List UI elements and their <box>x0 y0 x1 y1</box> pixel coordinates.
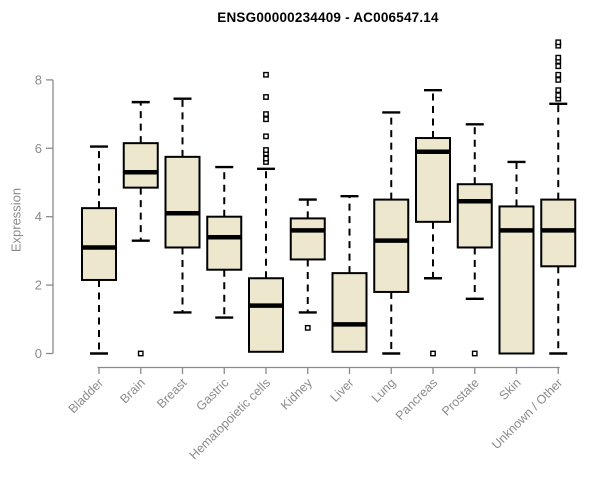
x-category-label: Prostate <box>439 376 482 419</box>
outlier-point <box>555 76 562 83</box>
iqr-box <box>81 207 117 281</box>
y-tick-label: 6 <box>35 141 42 156</box>
x-category-label: Hematopoietic cells <box>187 376 274 463</box>
x-category-label: Breast <box>154 375 190 411</box>
iqr-box <box>122 142 159 189</box>
outlier-point <box>137 350 144 357</box>
boxplot-breast <box>164 97 201 314</box>
outlier-point <box>263 94 269 100</box>
x-category-label: Bladder <box>66 376 106 416</box>
y-tick-label: 0 <box>35 346 42 361</box>
boxplot-lung <box>373 111 410 355</box>
outlier-point <box>304 324 311 331</box>
boxplot-bladder <box>81 145 117 355</box>
outlier-point <box>263 133 269 140</box>
outlier-point <box>263 116 269 123</box>
outlier-point <box>555 39 562 46</box>
boxplot-pancreas <box>415 88 451 357</box>
outlier-point <box>555 87 562 94</box>
outlier-point <box>263 147 269 153</box>
outlier-point <box>263 71 269 78</box>
x-category-label: Kidney <box>278 375 315 412</box>
boxplot-kidney <box>289 198 326 331</box>
boxplot-hematopoietic-cells <box>248 71 284 353</box>
boxplot-liver <box>331 194 368 353</box>
boxplot-brain <box>122 100 159 357</box>
boxplot-prostate <box>456 123 493 357</box>
boxplot-unknown-other <box>540 39 577 355</box>
outlier-point <box>555 71 562 78</box>
iqr-box <box>289 217 326 261</box>
x-category-label: Lung <box>369 376 399 406</box>
iqr-box <box>456 183 493 249</box>
outlier-point <box>263 155 269 162</box>
boxplot-skin <box>498 160 535 355</box>
outlier-point <box>555 63 562 70</box>
chart-title: ENSG00000234409 - AC006547.14 <box>217 10 439 25</box>
x-category-label: Brain <box>117 376 148 407</box>
iqr-box <box>373 198 410 293</box>
iqr-box <box>164 155 201 249</box>
y-tick-label: 2 <box>35 278 42 293</box>
iqr-box <box>540 198 577 268</box>
outlier-point <box>471 350 478 357</box>
y-tick-label: 4 <box>35 209 42 224</box>
x-category-label: Pancreas <box>393 376 440 423</box>
iqr-box <box>331 272 368 353</box>
iqr-box <box>206 215 243 271</box>
outlier-point <box>263 111 269 118</box>
outlier-point <box>555 92 562 99</box>
iqr-box <box>248 277 284 353</box>
outlier-point <box>430 350 436 357</box>
x-category-label: Liver <box>328 376 357 405</box>
x-category-label: Gastric <box>193 376 231 414</box>
boxplot-gastric <box>206 165 243 319</box>
y-tick-label: 8 <box>35 72 42 87</box>
x-category-label: Unknown / Other <box>489 376 565 452</box>
outlier-point <box>555 54 562 61</box>
x-category-label: Skin <box>497 376 524 403</box>
